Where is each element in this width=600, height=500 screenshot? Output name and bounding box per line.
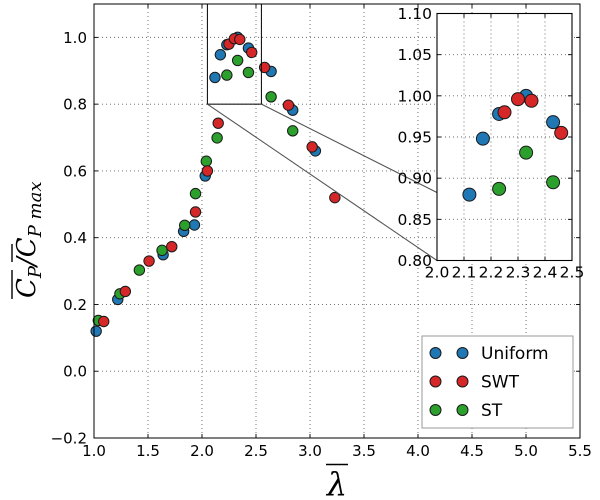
y-tick-label: 0.4 [63,229,87,247]
y-axis-label-text: CP/CP max [12,182,46,299]
legend-marker [456,347,469,359]
x-tick-label: 5.0 [514,442,538,460]
data-point [221,69,233,81]
data-point [242,66,255,79]
inset-x-tick-label: 2.4 [533,264,558,282]
x-tick-label: 2.0 [190,442,214,460]
inset-data-point [511,92,525,107]
inset-y-tick-label: 0.80 [397,252,432,270]
inset-y-tick-label: 0.85 [397,211,432,229]
legend-label: Uniform [481,344,549,364]
data-point [231,54,244,67]
data-point [201,165,214,177]
inset-y-tick-label: 0.90 [397,170,432,188]
legend-label: ST [481,401,503,421]
legend-entry: ST [429,401,503,421]
inset-x-tick-label: 2.3 [506,264,531,282]
x-tick-label: 1.0 [82,442,106,460]
axes-spines [93,3,581,439]
data-point [143,255,155,267]
x-tick-label: 3.5 [352,442,376,460]
inset-x-tick-label: 2.2 [479,264,504,282]
legend-marker [429,404,442,416]
data-point [90,325,102,337]
data-point [200,155,213,167]
x-tick-label: 3.0 [298,442,322,460]
data-point [166,241,178,253]
legend-entry: Uniform [429,344,549,364]
data-point [258,61,271,74]
data-point [212,117,224,129]
x-tick-label: 4.5 [460,442,484,460]
y-tick-label: 1.0 [63,29,87,47]
data-point [188,219,201,231]
inset-data-point [554,125,569,140]
legend-marker [456,375,469,388]
inset-y-tick-label: 0.95 [397,129,432,147]
data-point [214,49,227,61]
legend-entry: SWT [429,373,520,393]
data-point [189,206,202,218]
main-axes: 1.0 1.5 2.0 2.5 3.0 3.5 4.0 4.5 5.0 5.5 −0.2 0.0 0.2… [51,3,592,460]
data-point [98,315,110,328]
y-tick-label: 0.0 [63,363,87,381]
x-tick-label: 4.0 [406,442,430,460]
legend-marker [456,404,469,416]
series-swt [98,33,341,328]
data-point [189,187,202,200]
x-axis-label-text: λ [325,465,347,500]
data-point [329,191,341,204]
legend-frame [421,335,574,429]
inset-y-tick-label: 1.05 [397,46,432,64]
inset-data-point [497,105,512,120]
inset-x-tick-label: 2.5 [560,264,585,282]
data-point [156,244,168,257]
x-axis-label: λ [325,463,348,500]
legend-marker [429,347,442,359]
connector-line [207,103,438,261]
inset-data-point [524,93,539,108]
inset-x-tick-label: 2.1 [452,264,477,282]
data-point [179,219,191,232]
legend: Uniform SWT ST [421,335,574,429]
data-point [119,285,132,298]
data-point [245,46,258,59]
data-point [282,99,295,111]
data-point [306,141,318,153]
y-tick-label: −0.2 [51,430,87,448]
data-point [287,125,299,137]
y-axis-label: CP/CP max [11,182,46,299]
data-point [234,33,246,46]
data-point [209,71,221,84]
data-point [211,132,223,144]
legend-marker [429,375,442,388]
data-point [133,264,146,276]
inset-x-tick-label: 2.0 [425,264,450,282]
y-tick-label: 0.6 [63,162,87,180]
data-point [265,91,277,103]
inset-data-point [462,187,477,202]
x-tick-label: 2.5 [244,442,268,460]
inset-data-point [519,145,534,160]
inset-data-point [475,131,490,146]
inset-data-point [546,175,561,190]
inset-data-point [492,181,507,196]
y-tick-label: 0.8 [63,96,87,114]
x-tick-label: 1.5 [136,442,160,460]
inset-data-point [546,115,561,130]
main-grid [94,4,580,438]
y-tick-label: 0.2 [63,296,87,314]
inset-axes: 2.0 2.1 2.2 2.3 2.4 2.5 0.80 0.85 0.90 0.95 1.00 1.… [397,5,584,282]
legend-label: SWT [481,373,520,393]
x-tick-label: 5.5 [568,442,592,460]
inset-y-tick-label: 1.10 [397,5,432,23]
inset-y-tick-label: 1.00 [397,87,432,105]
